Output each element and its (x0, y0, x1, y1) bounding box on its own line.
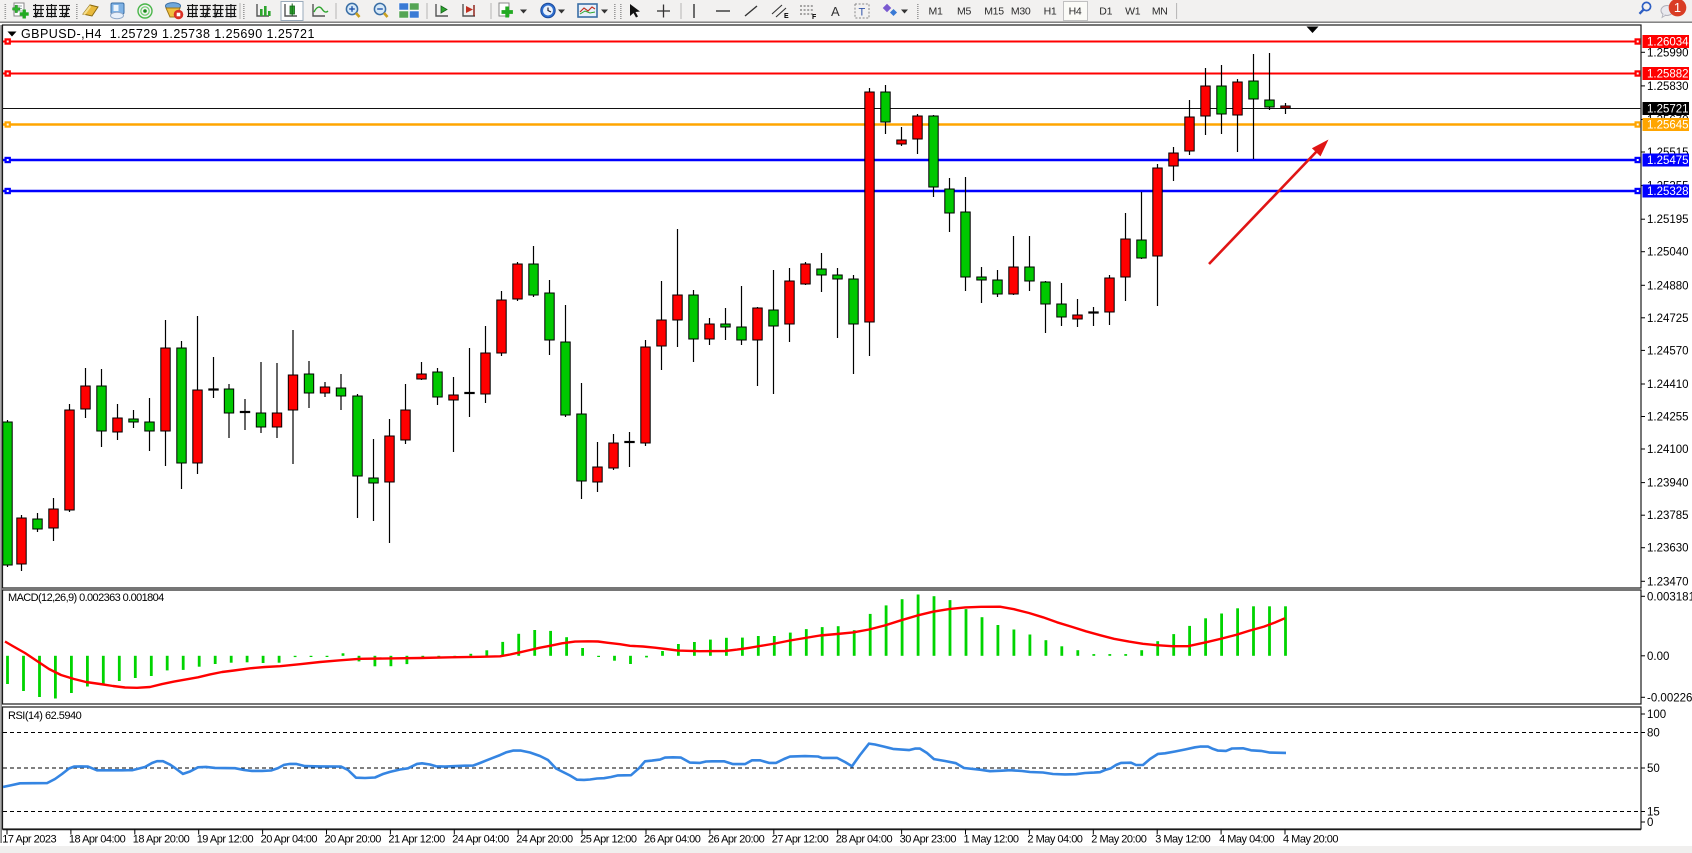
svg-text:25 Apr 12:00: 25 Apr 12:00 (580, 834, 637, 846)
svg-text:GBPUSD-,H4 1.25729 1.25738 1.: GBPUSD-,H4 1.25729 1.25738 1.25690 1.257… (21, 27, 315, 41)
svg-text:0: 0 (1647, 817, 1653, 829)
svg-text:1.24255: 1.24255 (1647, 412, 1689, 424)
svg-text:A: A (831, 4, 840, 19)
svg-text:17 Apr 2023: 17 Apr 2023 (2, 834, 56, 846)
svg-text:M1: M1 (929, 6, 943, 18)
svg-text:H4: H4 (1069, 6, 1082, 18)
svg-text:24 Apr 04:00: 24 Apr 04:00 (452, 834, 509, 846)
svg-text:24 Apr 20:00: 24 Apr 20:00 (516, 834, 573, 846)
svg-text:1.23630: 1.23630 (1647, 543, 1689, 555)
svg-text:1.23785: 1.23785 (1647, 510, 1689, 522)
svg-text:M15: M15 (984, 6, 1004, 18)
svg-text:27 Apr 12:00: 27 Apr 12:00 (772, 834, 829, 846)
svg-text:RSI(14) 62.5940: RSI(14) 62.5940 (8, 710, 82, 722)
svg-text:1.25830: 1.25830 (1647, 81, 1689, 93)
svg-text:1.25645: 1.25645 (1647, 120, 1689, 132)
svg-text:M30: M30 (1011, 6, 1031, 18)
svg-text:15: 15 (1647, 807, 1660, 819)
svg-text:1.25475: 1.25475 (1647, 155, 1689, 167)
svg-text:1.23470: 1.23470 (1647, 576, 1689, 588)
svg-text:4 May 04:00: 4 May 04:00 (1219, 834, 1274, 846)
svg-text:H1: H1 (1044, 6, 1057, 18)
svg-text:0.00: 0.00 (1647, 651, 1669, 663)
svg-text:D1: D1 (1099, 6, 1112, 18)
svg-text:1.25721: 1.25721 (1647, 104, 1689, 116)
svg-text:26 Apr 04:00: 26 Apr 04:00 (644, 834, 701, 846)
svg-text:1.24880: 1.24880 (1647, 280, 1689, 292)
svg-text:M5: M5 (957, 6, 971, 18)
svg-text:50: 50 (1647, 763, 1660, 775)
svg-text:28 Apr 04:00: 28 Apr 04:00 (836, 834, 893, 846)
svg-text:MACD(12,26,9) 0.002363 0.00180: MACD(12,26,9) 0.002363 0.001804 (8, 592, 164, 604)
svg-text:100: 100 (1647, 709, 1666, 721)
svg-text:1.25040: 1.25040 (1647, 247, 1689, 259)
svg-text:1.25882: 1.25882 (1647, 69, 1689, 81)
svg-text:20 Apr 20:00: 20 Apr 20:00 (325, 834, 382, 846)
svg-text:-0.00226: -0.00226 (1647, 692, 1692, 704)
svg-text:1.24725: 1.24725 (1647, 313, 1689, 325)
svg-text:2 May 20:00: 2 May 20:00 (1091, 834, 1146, 846)
svg-text:3 May 12:00: 3 May 12:00 (1155, 834, 1210, 846)
svg-text:1.25328: 1.25328 (1647, 186, 1689, 198)
svg-text:1.25195: 1.25195 (1647, 214, 1689, 226)
svg-text:1.25990: 1.25990 (1647, 47, 1689, 59)
svg-text:18 Apr 20:00: 18 Apr 20:00 (133, 834, 190, 846)
svg-text:T: T (859, 7, 866, 19)
svg-text:MN: MN (1152, 6, 1168, 18)
svg-text:F: F (812, 14, 817, 21)
svg-text:1.26034: 1.26034 (1647, 37, 1689, 49)
svg-text:1.23940: 1.23940 (1647, 478, 1689, 490)
svg-text:21 Apr 12:00: 21 Apr 12:00 (388, 834, 445, 846)
svg-text:80: 80 (1647, 728, 1660, 740)
svg-text:26 Apr 20:00: 26 Apr 20:00 (708, 834, 765, 846)
svg-text:1.24100: 1.24100 (1647, 444, 1689, 456)
svg-text:0.003181: 0.003181 (1647, 591, 1692, 603)
svg-text:E: E (784, 13, 789, 20)
svg-text:1 May 12:00: 1 May 12:00 (964, 834, 1019, 846)
svg-text:1.24410: 1.24410 (1647, 379, 1689, 391)
svg-text:4 May 20:00: 4 May 20:00 (1283, 834, 1338, 846)
svg-text:18 Apr 04:00: 18 Apr 04:00 (69, 834, 126, 846)
svg-text:2 May 04:00: 2 May 04:00 (1027, 834, 1082, 846)
svg-text:1.24570: 1.24570 (1647, 345, 1689, 357)
svg-text:19 Apr 12:00: 19 Apr 12:00 (197, 834, 254, 846)
svg-text:1: 1 (1674, 0, 1681, 15)
svg-text:20 Apr 04:00: 20 Apr 04:00 (261, 834, 318, 846)
svg-text:30 Apr 23:00: 30 Apr 23:00 (900, 834, 957, 846)
svg-text:W1: W1 (1125, 6, 1141, 18)
